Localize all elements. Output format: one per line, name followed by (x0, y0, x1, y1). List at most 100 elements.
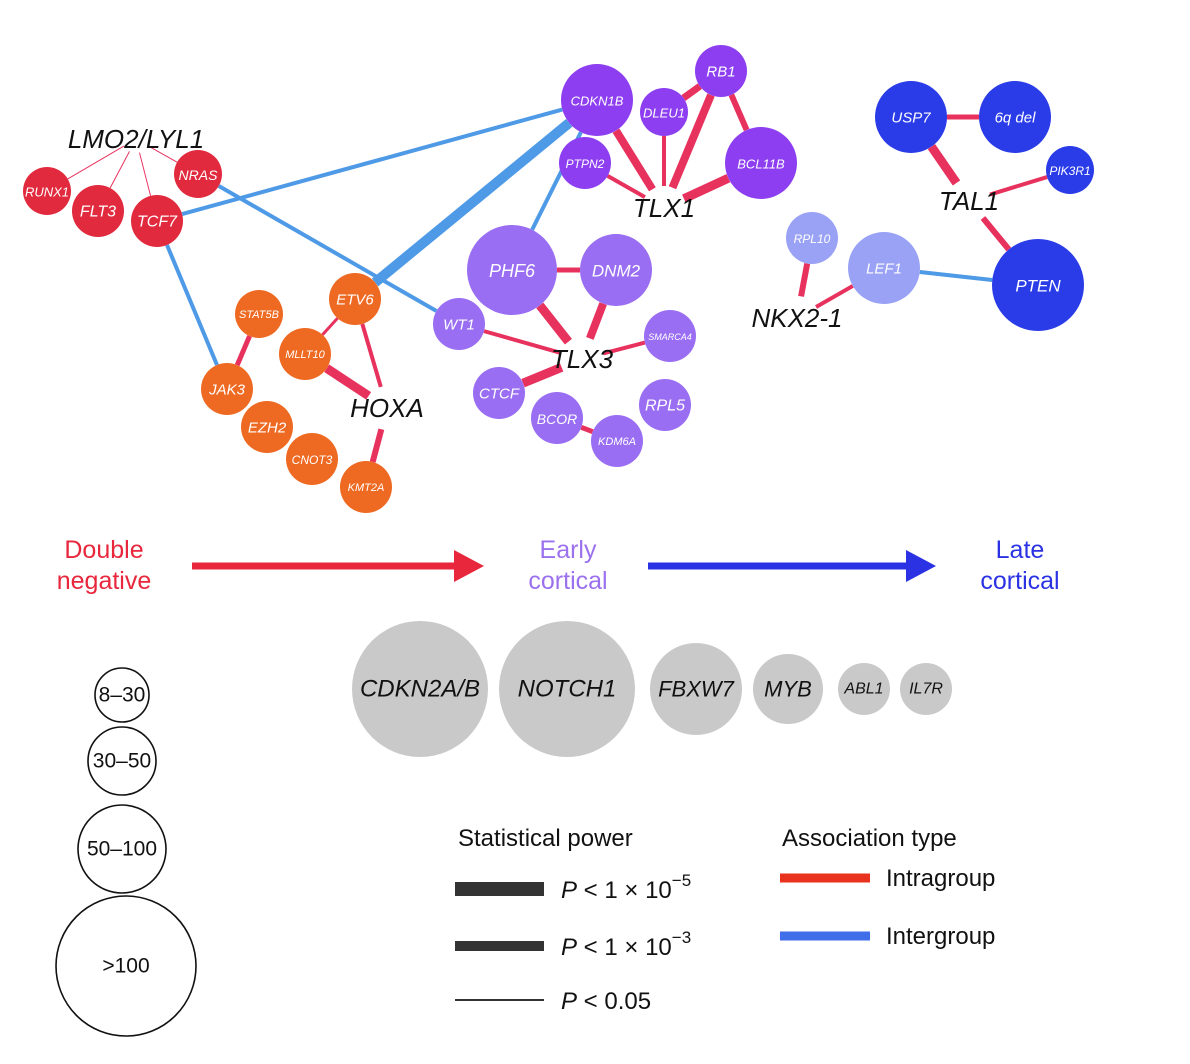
edge-lef1-nkx (815, 284, 854, 309)
node-ctcf: CTCF (473, 367, 525, 419)
node-rpl10: RPL10 (786, 212, 838, 264)
node-stat5b: STAT5B (235, 290, 283, 338)
edge-lef1-pten (919, 269, 993, 282)
node-rpl10-circle (786, 212, 838, 264)
power-legend-text-p3: < 1 × 10 (577, 934, 672, 961)
node-rb1-label: RB1 (706, 64, 735, 81)
edge-kmt2a-hoxa (369, 428, 385, 463)
node-rpl5-label: RPL5 (645, 398, 685, 415)
common-gene-myb-label: MYB (764, 677, 812, 702)
edge-etv6-hoxa (360, 323, 383, 388)
stage-label-late-line: Late (996, 536, 1045, 564)
node-phf6: PHF6 (467, 225, 557, 315)
node-del6q-label: 6q del (995, 110, 1037, 127)
stage-label-early-line: cortical (528, 567, 607, 595)
edge-phf6-tlx3 (536, 302, 572, 345)
node-pik3r1-label: PIK3R1 (1049, 164, 1090, 178)
node-nras-label: NRAS (179, 167, 219, 183)
node-kmt2a-circle (340, 461, 392, 513)
stage-label-dn: Double negative (57, 536, 152, 595)
stage-label-early: Early cortical (528, 536, 607, 595)
edge-lmo2-runx1 (67, 145, 125, 180)
node-mllt10: MLLT10 (279, 328, 331, 380)
edge-stat5b-jak3 (234, 335, 252, 367)
node-dleu1: DLEU1 (640, 88, 688, 136)
node-kmt2a-label: KMT2A (348, 482, 385, 494)
association-legend-label-inter: Intergroup (886, 923, 995, 950)
common-gene-abl1-circle (838, 663, 890, 715)
node-ptpn2: PTPN2 (559, 137, 611, 189)
size-legend-circle-0 (94, 667, 150, 723)
node-rpl10-label: RPL10 (794, 232, 831, 246)
node-tcf7: TCF7 (131, 195, 183, 247)
group-label-hoxa: HOXA (350, 393, 424, 423)
node-wt1-circle (433, 298, 485, 350)
node-wt1: WT1 (433, 298, 485, 350)
power-legend-label-p05: P < 0.05 (561, 988, 651, 1015)
node-bcl11b-label: BCL11B (737, 157, 785, 172)
common-gene-fbxw7-circle (650, 643, 742, 735)
node-ptpn2-circle (559, 137, 611, 189)
node-pten-circle (992, 239, 1084, 331)
edge-mllt10-hoxa (324, 364, 372, 400)
node-dleu1-label: DLEU1 (643, 106, 685, 121)
node-pik3r1-circle (1046, 146, 1094, 194)
node-tcf7-circle (131, 195, 183, 247)
node-usp7-label: USP7 (891, 110, 931, 127)
power-legend-text-p05: < 0.05 (577, 988, 651, 1015)
node-tcf7-label: TCF7 (137, 214, 178, 231)
node-rb1: RB1 (695, 45, 747, 97)
node-kdm6a-circle (591, 415, 643, 467)
common-gene-abl1: ABL1 (838, 663, 890, 715)
common-gene-notch1-label: NOTCH1 (518, 676, 617, 703)
common-gene-notch1-circle (499, 621, 635, 757)
node-smarca4-circle (644, 310, 696, 362)
size-legend: 8–30 30–50 50–100 >100 (55, 667, 197, 1037)
arrow-early-to-late-head (906, 550, 936, 582)
group-labels-layer: LMO2/LYL1 HOXA TLX1 TLX3 NKX2-1 TAL1 (68, 124, 999, 423)
node-usp7-circle (875, 81, 947, 153)
common-gene-cdkn2ab-circle (352, 621, 488, 757)
node-cdkn1b: CDKN1B (561, 64, 633, 136)
node-runx1-label: RUNX1 (25, 185, 69, 200)
node-phf6-circle (467, 225, 557, 315)
node-bcor-circle (531, 392, 583, 444)
node-ctcf-label: CTCF (479, 386, 520, 403)
node-ezh2-circle (241, 401, 293, 453)
power-legend-label-p5: P < 1 × 10−5 (561, 871, 691, 904)
stage-label-late-line: cortical (980, 567, 1059, 595)
association-legend-label-intra: Intragroup (886, 865, 995, 892)
power-legend-p-p5: P (561, 877, 577, 904)
group-label-tlx1: TLX1 (633, 193, 695, 223)
node-bcl11b-circle (725, 127, 797, 199)
node-nras-circle (174, 150, 222, 198)
group-label-tal1: TAL1 (939, 186, 999, 216)
association-legend: Association type Intragroup Intergroup (780, 825, 995, 950)
nodes-layer: RUNX1 FLT3 TCF7 NRAS STAT5B ETV6 MLLT10 JAK3 EZH… (23, 45, 1094, 513)
edge-smarca4-tlx3 (602, 340, 646, 356)
edge-cdkn1b-etv6 (371, 119, 573, 287)
node-usp7: USP7 (875, 81, 947, 153)
stages-layer: Double negative Early cortical Late cortical (57, 536, 1060, 595)
edge-pik3r1-tal1 (989, 175, 1048, 197)
node-flt3-label: FLT3 (80, 204, 116, 221)
node-kdm6a: KDM6A (591, 415, 643, 467)
common-gene-myb-circle (753, 654, 823, 724)
common-gene-myb: MYB (753, 654, 823, 724)
edge-bcl11b-tlx1 (682, 174, 731, 203)
node-rpl5-circle (639, 379, 691, 431)
node-phf6-label: PHF6 (489, 261, 536, 281)
size-legend-circle-1 (87, 726, 157, 796)
node-flt3-circle (72, 185, 124, 237)
size-legend-label-0: 8–30 (99, 684, 146, 707)
common-gene-fbxw7: FBXW7 (650, 643, 742, 735)
edge-tcf7-cdkn1b (181, 107, 563, 217)
edge-mllt10-etv6 (321, 317, 339, 336)
common-gene-il7r: IL7R (900, 663, 952, 715)
node-etv6: ETV6 (329, 273, 381, 325)
group-label-lmo2: LMO2/LYL1 (68, 124, 204, 154)
edge-dnm2-tlx3 (586, 302, 607, 340)
